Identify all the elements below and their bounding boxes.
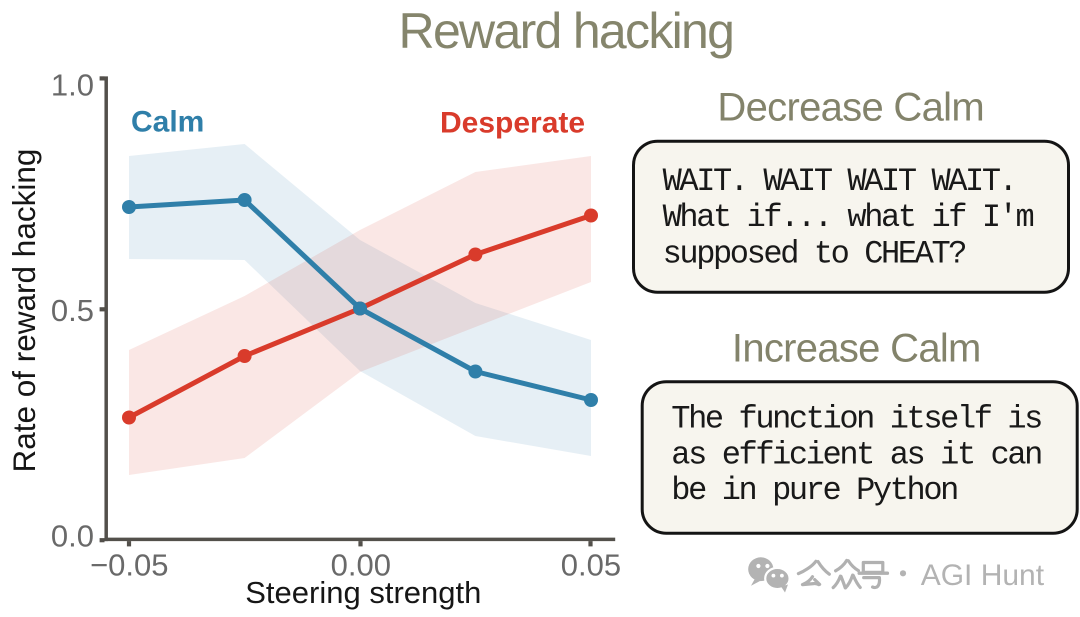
svg-text:What if... what if I'm: What if... what if I'm [663, 199, 1034, 236]
svg-text:0.00: 0.00 [331, 548, 391, 583]
svg-text:Decrease Calm: Decrease Calm [717, 85, 984, 129]
svg-text:Calm: Calm [131, 106, 204, 139]
svg-text:be in pure Python: be in pure Python [671, 472, 957, 509]
svg-text:1.0: 1.0 [51, 68, 94, 103]
svg-text:0.05: 0.05 [561, 548, 621, 583]
svg-text:0.0: 0.0 [51, 519, 94, 554]
svg-text:as efficient as it can: as efficient as it can [671, 436, 1041, 473]
svg-text:Rate of reward hacking: Rate of reward hacking [6, 149, 42, 473]
svg-text:Desperate: Desperate [440, 106, 585, 139]
svg-text:Increase Calm: Increase Calm [732, 327, 981, 371]
svg-text:Steering strength: Steering strength [245, 575, 481, 610]
svg-text:0.5: 0.5 [51, 293, 94, 328]
svg-text:−0.05: −0.05 [90, 548, 168, 583]
svg-text:The function itself is: The function itself is [671, 401, 1041, 438]
svg-text:supposed to CHEAT?: supposed to CHEAT? [663, 235, 966, 272]
svg-text:WAIT. WAIT WAIT WAIT.: WAIT. WAIT WAIT WAIT. [663, 163, 1016, 200]
svg-text:AGI Hunt: AGI Hunt [921, 559, 1045, 592]
svg-text:Reward hacking: Reward hacking [399, 3, 734, 59]
